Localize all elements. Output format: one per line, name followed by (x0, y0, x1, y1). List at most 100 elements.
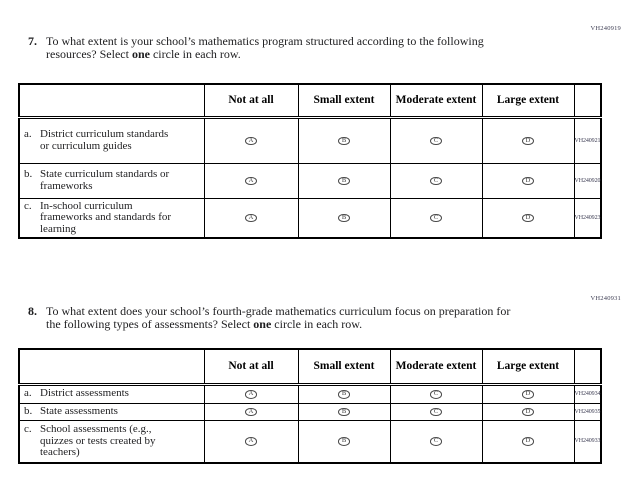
row-code: VH240921 (573, 116, 602, 164)
question-8-table: Not at all Small extent Moderate extent … (18, 348, 602, 464)
table-row: c. In-school curriculum frameworks and st… (18, 197, 602, 239)
question-7: 7. To what extent is your school’s mathe… (28, 35, 520, 61)
answer-bubble-a[interactable]: A (245, 213, 257, 223)
answer-bubble-d[interactable]: D (522, 213, 534, 223)
bubble-letter: A (248, 407, 254, 415)
q7-header-row: Not at all Small extent Moderate extent … (18, 83, 602, 119)
row-label: a. District curriculum standards or curri… (18, 116, 205, 164)
row-label-text: In-school curriculum frameworks and stan… (40, 199, 172, 235)
row-label: c. School assessments (e.g., quizzes or t… (18, 419, 205, 464)
row-letter: b. (24, 168, 33, 180)
bubble-letter: D (525, 437, 531, 445)
question-8-text: To what extent does your school’s fourth… (46, 305, 520, 331)
row-code: VH240933 (573, 419, 602, 464)
table-row: a. District assessments A B C D VH240934 (18, 383, 602, 404)
bubble-letter: A (248, 136, 254, 144)
answer-bubble-b[interactable]: B (338, 176, 350, 186)
answer-bubble-b[interactable]: B (338, 437, 350, 446)
row-label-text: State curriculum standards or frameworks (40, 168, 170, 192)
row-letter: a. (24, 128, 32, 140)
question-7-text-before: To what extent is your school’s mathemat… (46, 34, 484, 61)
q7-code-column-header (573, 83, 602, 119)
row-label: b. State assessments (18, 402, 205, 421)
answer-bubble-c[interactable]: C (430, 136, 442, 146)
q7-stub-header (18, 83, 205, 119)
answer-bubble-a[interactable]: A (245, 176, 257, 186)
q8-stub-header (18, 348, 205, 386)
answer-bubble-c[interactable]: C (430, 390, 442, 399)
answer-bubble-c[interactable]: C (430, 437, 442, 446)
bubble-letter: D (525, 176, 531, 184)
answer-bubble-a[interactable]: A (245, 407, 257, 417)
answer-bubble-b[interactable]: B (338, 136, 350, 146)
bubble-letter: A (248, 176, 254, 184)
answer-bubble-a[interactable]: A (245, 390, 257, 399)
bubble-letter: C (433, 390, 439, 398)
answer-bubble-c[interactable]: C (430, 176, 442, 186)
question-7-text: To what extent is your school’s mathemat… (46, 35, 520, 61)
question-8: 8. To what extent does your school’s fou… (28, 305, 520, 331)
question-7-number: 7. (28, 34, 37, 48)
question-8-code: VH240931 (590, 295, 621, 302)
bubble-letter: C (433, 213, 439, 221)
question-8-text-bold: one (253, 317, 272, 331)
answer-bubble-b[interactable]: B (338, 390, 350, 399)
answer-bubble-a[interactable]: A (245, 437, 257, 446)
bubble-letter: B (341, 390, 347, 398)
bubble-letter: C (433, 437, 439, 445)
column-header-not-at-all: Not at all (203, 83, 299, 119)
answer-bubble-d[interactable]: D (522, 390, 534, 399)
row-label: c. In-school curriculum frameworks and st… (18, 197, 205, 239)
q8-code-column-header (573, 348, 602, 386)
answer-bubble-b[interactable]: B (338, 213, 350, 223)
table-row: a. District curriculum standards or curri… (18, 116, 602, 164)
bubble-letter: B (341, 176, 347, 184)
table-row: b. State curriculum standards or framewor… (18, 162, 602, 199)
question-8-text-after: circle in each row. (271, 317, 363, 331)
bubble-letter: B (341, 213, 347, 221)
column-header-not-at-all: Not at all (203, 348, 299, 386)
answer-bubble-c[interactable]: C (430, 407, 442, 417)
column-header-moderate-extent: Moderate extent (389, 348, 483, 386)
question-8-text-before: To what extent does your school’s fourth… (46, 304, 511, 331)
row-label-text: District curriculum standards or curricu… (40, 128, 169, 152)
row-label: a. District assessments (18, 383, 205, 404)
bubble-letter: A (248, 437, 254, 445)
answer-bubble-c[interactable]: C (430, 213, 442, 223)
bubble-letter: A (248, 390, 254, 398)
row-label-text: School assessments (e.g., quizzes or tes… (40, 423, 156, 458)
bubble-letter: D (525, 136, 531, 144)
row-code: VH240934 (573, 383, 602, 404)
question-7-text-after: circle in each row. (149, 47, 241, 61)
column-header-large-extent: Large extent (481, 348, 575, 386)
bubble-letter: B (341, 407, 347, 415)
answer-bubble-d[interactable]: D (522, 437, 534, 446)
row-letter: b. (24, 404, 33, 417)
answer-bubble-d[interactable]: D (522, 136, 534, 146)
table-row: c. School assessments (e.g., quizzes or t… (18, 419, 602, 464)
answer-bubble-d[interactable]: D (522, 407, 534, 417)
answer-bubble-d[interactable]: D (522, 176, 534, 186)
column-header-large-extent: Large extent (481, 83, 575, 119)
row-label: b. State curriculum standards or framewor… (18, 162, 205, 199)
bubble-letter: D (525, 213, 531, 221)
row-label-text: State assessments (40, 404, 118, 417)
bubble-letter: B (341, 136, 347, 144)
bubble-letter: C (433, 136, 439, 144)
column-header-small-extent: Small extent (297, 348, 391, 386)
question-7-text-bold: one (131, 47, 150, 61)
bubble-letter: D (525, 407, 531, 415)
bubble-letter: C (433, 407, 439, 415)
question-7-code: VH240919 (590, 25, 621, 32)
answer-bubble-a[interactable]: A (245, 136, 257, 146)
q8-header-row: Not at all Small extent Moderate extent … (18, 348, 602, 386)
answer-bubble-b[interactable]: B (338, 407, 350, 417)
table-row: b. State assessments A B C D VH240935 (18, 402, 602, 421)
row-code: VH240935 (573, 402, 602, 421)
row-code: VH240923 (573, 197, 602, 239)
bubble-letter: B (341, 437, 347, 445)
row-label-text: District assessments (40, 387, 129, 400)
bubble-letter: A (248, 213, 254, 221)
column-header-small-extent: Small extent (297, 83, 391, 119)
